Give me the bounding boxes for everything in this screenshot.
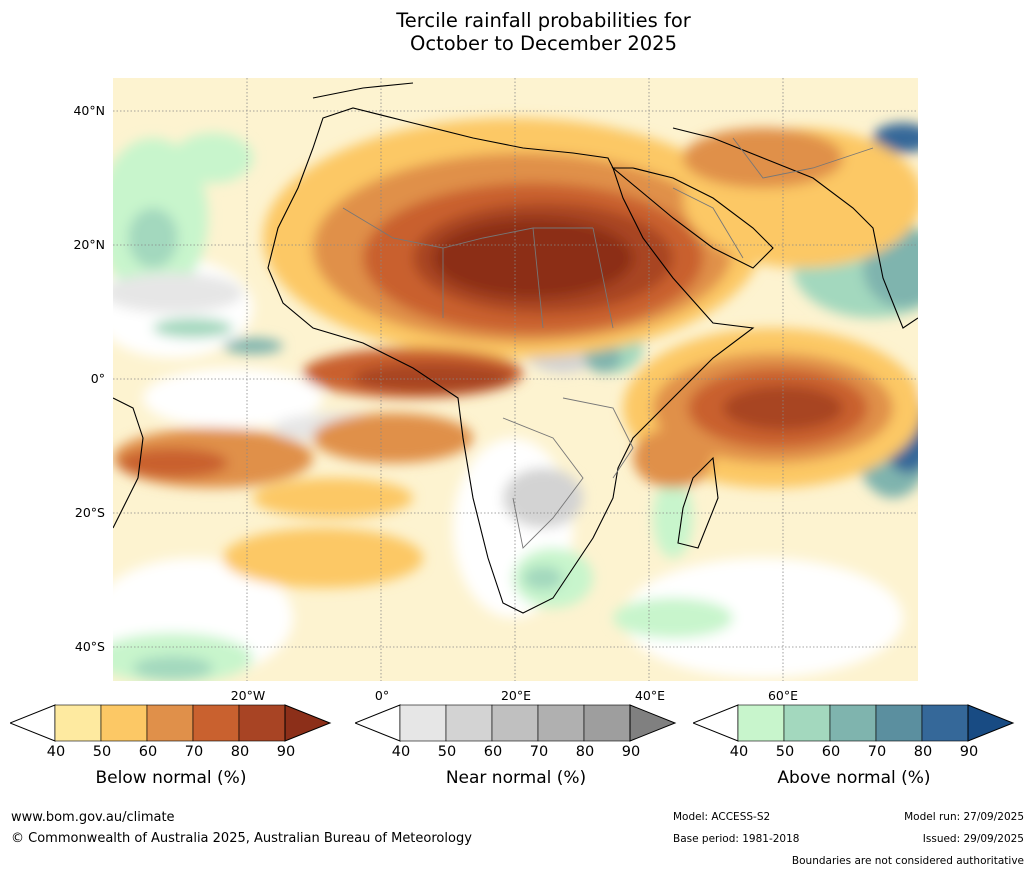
colorbar-above-svg	[693, 704, 1015, 742]
tick: 70	[184, 744, 204, 760]
tick: 90	[959, 744, 979, 760]
lon-label-20w: 20°W	[230, 688, 266, 703]
lon-label-20e: 20°E	[500, 688, 532, 703]
model-text: Model: ACCESS-S2	[673, 811, 771, 823]
colorbar-below-high-arrow	[284, 704, 332, 742]
colorbar-above-label: Above normal (%)	[777, 768, 931, 788]
probability-field	[113, 118, 918, 681]
lat-label-20s: 20°S	[74, 505, 105, 520]
tick: 40	[391, 744, 411, 760]
lat-label-0: 0°	[90, 371, 105, 386]
colorbar-above-bin	[921, 704, 969, 742]
colorbar-above-ticks: 40 50 60 70 80 90	[693, 744, 1015, 764]
colorbar-near-low-arrow	[355, 704, 401, 742]
colorbar-near-bin	[399, 704, 447, 742]
lat-label-40s: 40°S	[74, 639, 105, 654]
lat-label-40n: 40°N	[73, 103, 105, 118]
colorbar-near-label: Near normal (%)	[445, 768, 587, 788]
tick: 40	[46, 744, 66, 760]
colorbar-below-bin	[192, 704, 240, 742]
boundaries-note: Boundaries are not considered authoritat…	[791, 855, 1024, 867]
colorbar-below-ticks: 40 50 60 70 80 90	[10, 744, 332, 764]
colorbar-near-bin	[445, 704, 493, 742]
colorbar-above-high-arrow	[967, 704, 1015, 742]
colorbar-below-label: Below normal (%)	[95, 768, 247, 788]
colorbar-above-bin	[875, 704, 923, 742]
base-period-text: Base period: 1981-2018	[673, 833, 800, 845]
tick: 60	[821, 744, 841, 760]
title-line-2: October to December 2025	[410, 32, 677, 55]
colorbar-above-low-arrow	[693, 704, 739, 742]
colorbar-below-bin	[54, 704, 102, 742]
tick: 50	[92, 744, 112, 760]
colorbar-below-svg	[10, 704, 332, 742]
colorbar-near-ticks: 40 50 60 70 80 90	[355, 744, 677, 764]
probability-map	[113, 78, 918, 681]
colorbar-below-low-arrow	[10, 704, 56, 742]
colorbar-above-bin	[783, 704, 831, 742]
graticule	[113, 78, 918, 681]
tick: 60	[483, 744, 503, 760]
tick: 80	[230, 744, 250, 760]
colorbar-near-bin	[491, 704, 539, 742]
coastlines	[113, 82, 918, 614]
colorbar-near-svg	[355, 704, 677, 742]
copyright-text: © Commonwealth of Australia 2025, Austra…	[11, 831, 472, 846]
lat-label-20n: 20°N	[73, 237, 105, 252]
map-svg	[113, 78, 918, 681]
lon-label-40e: 40°E	[634, 688, 666, 703]
colorbar-near-bin	[583, 704, 631, 742]
country-borders	[342, 137, 874, 549]
tick: 90	[621, 744, 641, 760]
map-title: Tercile rainfall probabilities for Octob…	[0, 9, 1035, 55]
tick: 80	[913, 744, 933, 760]
colorbar-near-high-arrow	[629, 704, 677, 742]
tick: 60	[138, 744, 158, 760]
tick: 80	[575, 744, 595, 760]
tick: 70	[529, 744, 549, 760]
lon-label-0: 0°	[374, 688, 390, 703]
tick: 50	[775, 744, 795, 760]
colorbar-below-bin	[146, 704, 194, 742]
lon-label-60e: 60°E	[767, 688, 799, 703]
colorbar-above-bin	[737, 704, 785, 742]
issued-text: Issued: 29/09/2025	[922, 833, 1024, 845]
tick: 50	[437, 744, 457, 760]
colorbar-above-bin	[829, 704, 877, 742]
title-line-1: Tercile rainfall probabilities for	[396, 9, 691, 32]
colorbar-below-bin	[100, 704, 148, 742]
website-link[interactable]: www.bom.gov.au/climate	[11, 810, 175, 825]
tick: 40	[729, 744, 749, 760]
model-run-text: Model run: 27/09/2025	[904, 811, 1024, 823]
colorbar-below-bin	[238, 704, 286, 742]
colorbar-near-bin	[537, 704, 585, 742]
tick: 70	[867, 744, 887, 760]
tick: 90	[276, 744, 296, 760]
